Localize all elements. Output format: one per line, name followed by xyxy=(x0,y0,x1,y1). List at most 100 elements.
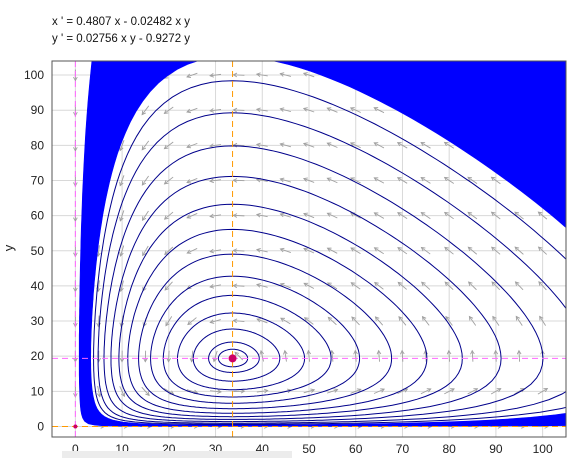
field-arrow-shaft xyxy=(303,178,315,183)
field-arrow xyxy=(493,349,499,362)
field-arrow xyxy=(492,315,500,326)
field-arrow-shaft xyxy=(256,179,268,182)
field-arrow-shaft xyxy=(537,388,548,395)
field-arrow-shaft xyxy=(164,246,174,255)
field-arrow xyxy=(186,213,198,219)
field-arrow-shaft xyxy=(303,248,315,254)
closed-orbit xyxy=(192,328,281,382)
field-arrow-head xyxy=(443,141,449,147)
field-arrow-shaft xyxy=(444,212,454,220)
field-arrow xyxy=(187,317,197,326)
field-arrow-shaft xyxy=(398,316,407,326)
field-arrow-head xyxy=(473,388,479,393)
field-arrow-head xyxy=(514,246,520,252)
field-arrow xyxy=(467,176,478,184)
field-arrow xyxy=(353,349,358,362)
field-arrow-head xyxy=(232,248,238,253)
x-tick-label: 80 xyxy=(443,442,457,456)
field-arrow-shaft xyxy=(514,246,524,255)
y-tick-label: 70 xyxy=(31,173,45,187)
field-arrow-shaft xyxy=(256,143,268,147)
field-arrow xyxy=(396,177,408,184)
field-arrow-head xyxy=(234,351,240,357)
field-arrow xyxy=(209,319,221,324)
field-arrow-head xyxy=(396,142,402,147)
field-arrow-shaft xyxy=(164,106,174,114)
field-arrow xyxy=(119,350,125,363)
field-arrow-head xyxy=(306,349,312,355)
field-arrow-head xyxy=(141,216,147,222)
field-arrow xyxy=(186,107,198,114)
field-arrow xyxy=(302,142,315,148)
field-arrow-shaft xyxy=(515,316,523,326)
field-arrow-head xyxy=(166,357,172,363)
field-arrow-head xyxy=(256,318,262,323)
field-arrow-head xyxy=(491,281,497,286)
field-arrow-head xyxy=(119,251,124,257)
field-arrow-shaft xyxy=(303,282,315,289)
field-arrow-shaft xyxy=(491,176,501,185)
field-arrow-shaft xyxy=(327,142,338,148)
field-arrow-shaft xyxy=(164,176,174,185)
y-tick-label: 0 xyxy=(37,419,44,433)
field-arrow xyxy=(255,72,268,77)
field-arrow-head xyxy=(443,211,449,217)
field-arrow-head xyxy=(209,213,215,219)
field-arrow xyxy=(374,281,384,290)
field-arrow-shaft xyxy=(422,316,430,326)
field-arrow xyxy=(256,318,268,324)
field-arrow-shaft xyxy=(120,245,125,257)
y-axis-label: y xyxy=(1,244,16,251)
field-arrow-shaft xyxy=(142,210,149,221)
field-arrow-head xyxy=(209,319,215,324)
field-arrow-head xyxy=(333,388,339,393)
field-arrow-shaft xyxy=(374,247,384,255)
field-arrow-shaft xyxy=(210,214,222,217)
field-arrow-shaft xyxy=(448,350,450,362)
field-arrow-head xyxy=(421,281,426,287)
field-arrow xyxy=(350,388,362,394)
field-arrow-shaft xyxy=(514,211,524,220)
field-arrow xyxy=(326,177,338,184)
field-arrow-shaft xyxy=(468,281,477,291)
field-arrow xyxy=(373,212,385,219)
field-arrow-head xyxy=(240,388,246,394)
field-arrow-shaft xyxy=(514,388,525,395)
field-arrow xyxy=(209,143,222,148)
field-arrow-shaft xyxy=(444,388,455,395)
y-tick-label: 30 xyxy=(31,314,45,328)
field-arrow-head xyxy=(187,320,192,326)
field-arrow-shaft xyxy=(142,245,149,256)
equilibrium-point xyxy=(228,354,237,363)
field-arrow-shaft xyxy=(471,350,474,362)
field-arrow-head xyxy=(420,177,426,182)
field-arrow xyxy=(443,211,454,220)
field-arrow xyxy=(141,175,149,186)
field-arrow-head xyxy=(256,283,261,288)
field-arrow xyxy=(373,142,385,149)
field-arrow-head xyxy=(279,282,285,288)
field-arrow-shaft xyxy=(491,281,501,291)
field-arrow-shaft xyxy=(97,245,100,257)
field-arrow xyxy=(443,141,455,149)
closed-orbit xyxy=(110,175,502,420)
field-arrow xyxy=(143,350,148,363)
field-arrow-head xyxy=(470,349,475,355)
field-arrow xyxy=(255,107,268,113)
field-arrow xyxy=(232,72,245,78)
field-arrow-shaft xyxy=(256,73,268,77)
field-arrow-shaft xyxy=(397,388,408,395)
field-arrow xyxy=(373,247,384,255)
field-arrow xyxy=(142,245,149,257)
field-arrow xyxy=(163,141,174,150)
field-arrow xyxy=(514,388,525,395)
field-arrow xyxy=(420,388,432,395)
field-arrow xyxy=(209,284,222,289)
field-arrow-shaft xyxy=(256,318,268,324)
field-arrow-shaft xyxy=(186,178,198,183)
field-arrow-shaft xyxy=(186,213,198,219)
field-arrow-head xyxy=(374,281,379,287)
field-arrow-head xyxy=(163,180,169,185)
field-arrow-head xyxy=(373,212,379,217)
